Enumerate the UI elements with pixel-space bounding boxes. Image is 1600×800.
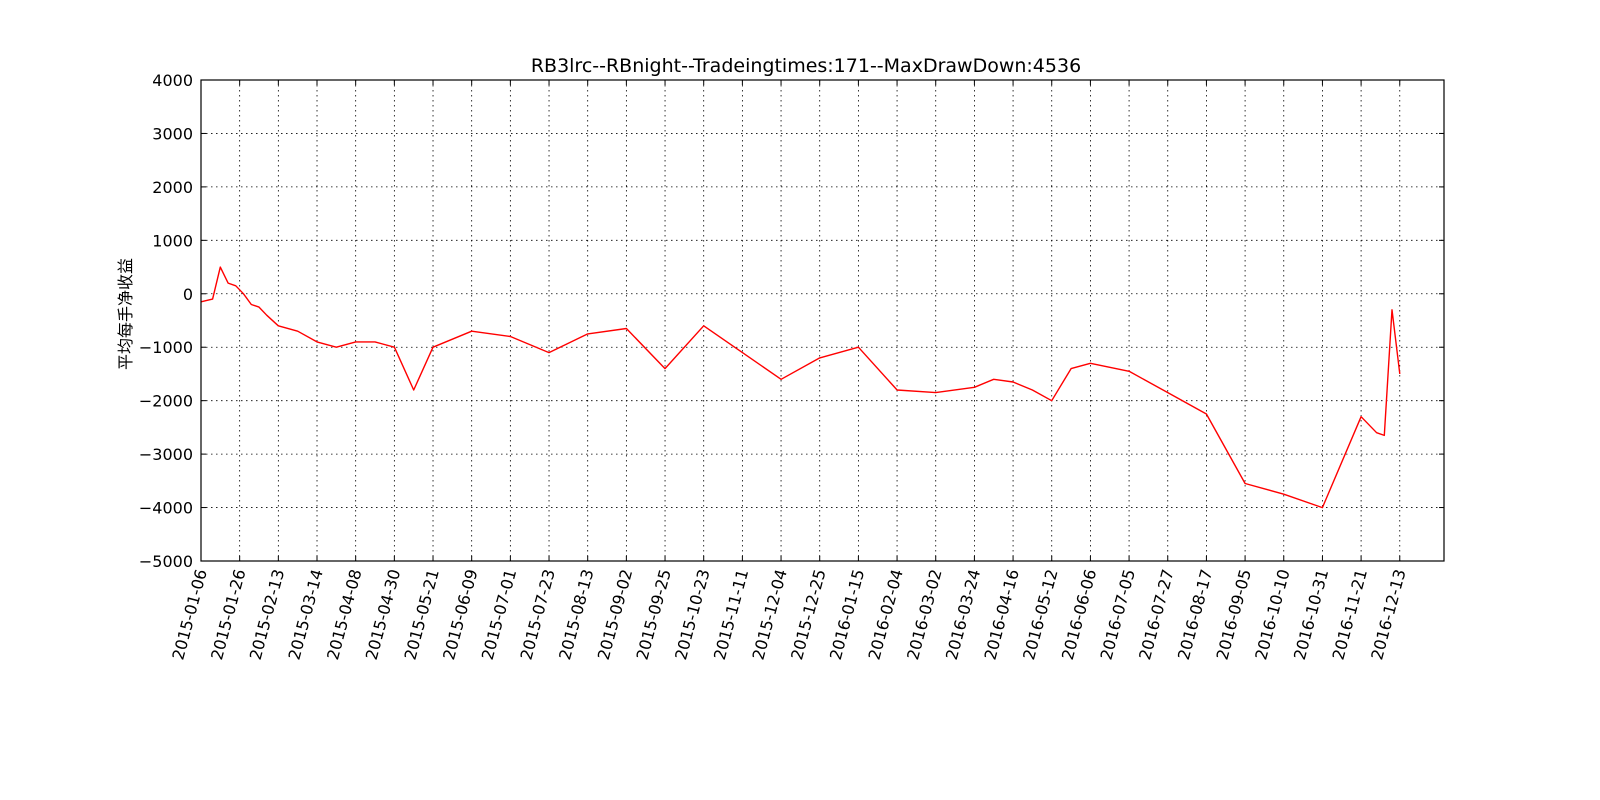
x-tick-label: 2016-10-31	[1290, 567, 1332, 662]
x-tick-label: 2016-06-06	[1058, 567, 1100, 662]
x-tick-label: 2015-09-25	[632, 567, 674, 662]
x-tick-label: 2015-03-14	[284, 567, 326, 662]
x-tick-label: 2016-11-21	[1329, 567, 1371, 662]
x-tick-label: 2015-06-09	[439, 567, 481, 662]
y-tick-label: −5000	[139, 552, 193, 571]
y-tick-label: 3000	[152, 124, 193, 143]
grid	[200, 79, 1444, 562]
x-tick-label: 2016-03-02	[903, 567, 945, 662]
x-tick-label: 2015-01-26	[207, 567, 249, 662]
x-axis: 2015-01-062015-01-262015-02-132015-03-14…	[168, 80, 1410, 662]
x-tick-label: 2016-05-12	[1019, 567, 1061, 662]
x-tick-label: 2016-07-05	[1097, 567, 1139, 662]
x-tick-label: 2015-12-04	[748, 567, 790, 662]
x-tick-label: 2015-07-01	[478, 567, 520, 662]
x-tick-label: 2015-12-25	[787, 567, 829, 662]
x-tick-label: 2015-02-13	[246, 567, 288, 662]
x-tick-label: 2016-10-10	[1251, 567, 1293, 662]
series-line	[200, 266, 1401, 509]
y-tick-label: −2000	[139, 392, 193, 411]
x-tick-label: 2015-11-11	[710, 567, 752, 662]
x-tick-label: 2015-07-23	[516, 567, 558, 662]
x-tick-label: 2016-07-27	[1135, 567, 1177, 662]
series-group	[200, 266, 1401, 509]
x-tick-label: 2015-05-21	[400, 567, 442, 662]
x-tick-label: 2016-12-13	[1367, 567, 1409, 662]
y-tick-label: 1000	[152, 231, 193, 250]
x-tick-label: 2015-09-02	[594, 567, 636, 662]
chart-title: RB3lrc--RBnight--Tradeingtimes:171--MaxD…	[531, 55, 1081, 77]
x-tick-label: 2016-01-15	[826, 567, 868, 662]
y-tick-label: −3000	[139, 445, 193, 464]
y-tick-label: −4000	[139, 499, 193, 518]
plot-frame	[200, 79, 1445, 562]
x-tick-label: 2015-04-08	[323, 567, 365, 662]
y-tick-label: 0	[183, 285, 193, 304]
y-tick-label: 2000	[152, 178, 193, 197]
x-tick-label: 2015-01-06	[168, 567, 210, 662]
y-tick-label: 4000	[152, 71, 193, 90]
x-tick-label: 2016-08-17	[1174, 567, 1216, 662]
y-axis-label: 平均每手净收益	[116, 258, 135, 370]
x-tick-label: 2016-03-24	[942, 567, 984, 662]
x-tick-label: 2016-04-16	[981, 567, 1023, 662]
x-tick-label: 2015-10-23	[671, 567, 713, 662]
y-tick-label: −1000	[139, 338, 193, 357]
x-tick-label: 2015-08-13	[555, 567, 597, 662]
x-tick-label: 2015-04-30	[362, 567, 404, 662]
x-tick-label: 2016-09-05	[1213, 567, 1255, 662]
x-tick-label: 2016-02-04	[865, 567, 907, 662]
y-axis: 4000 3000 2000 1000 0 −1000 −2000 −3000 −4000 −50…	[139, 71, 1444, 571]
